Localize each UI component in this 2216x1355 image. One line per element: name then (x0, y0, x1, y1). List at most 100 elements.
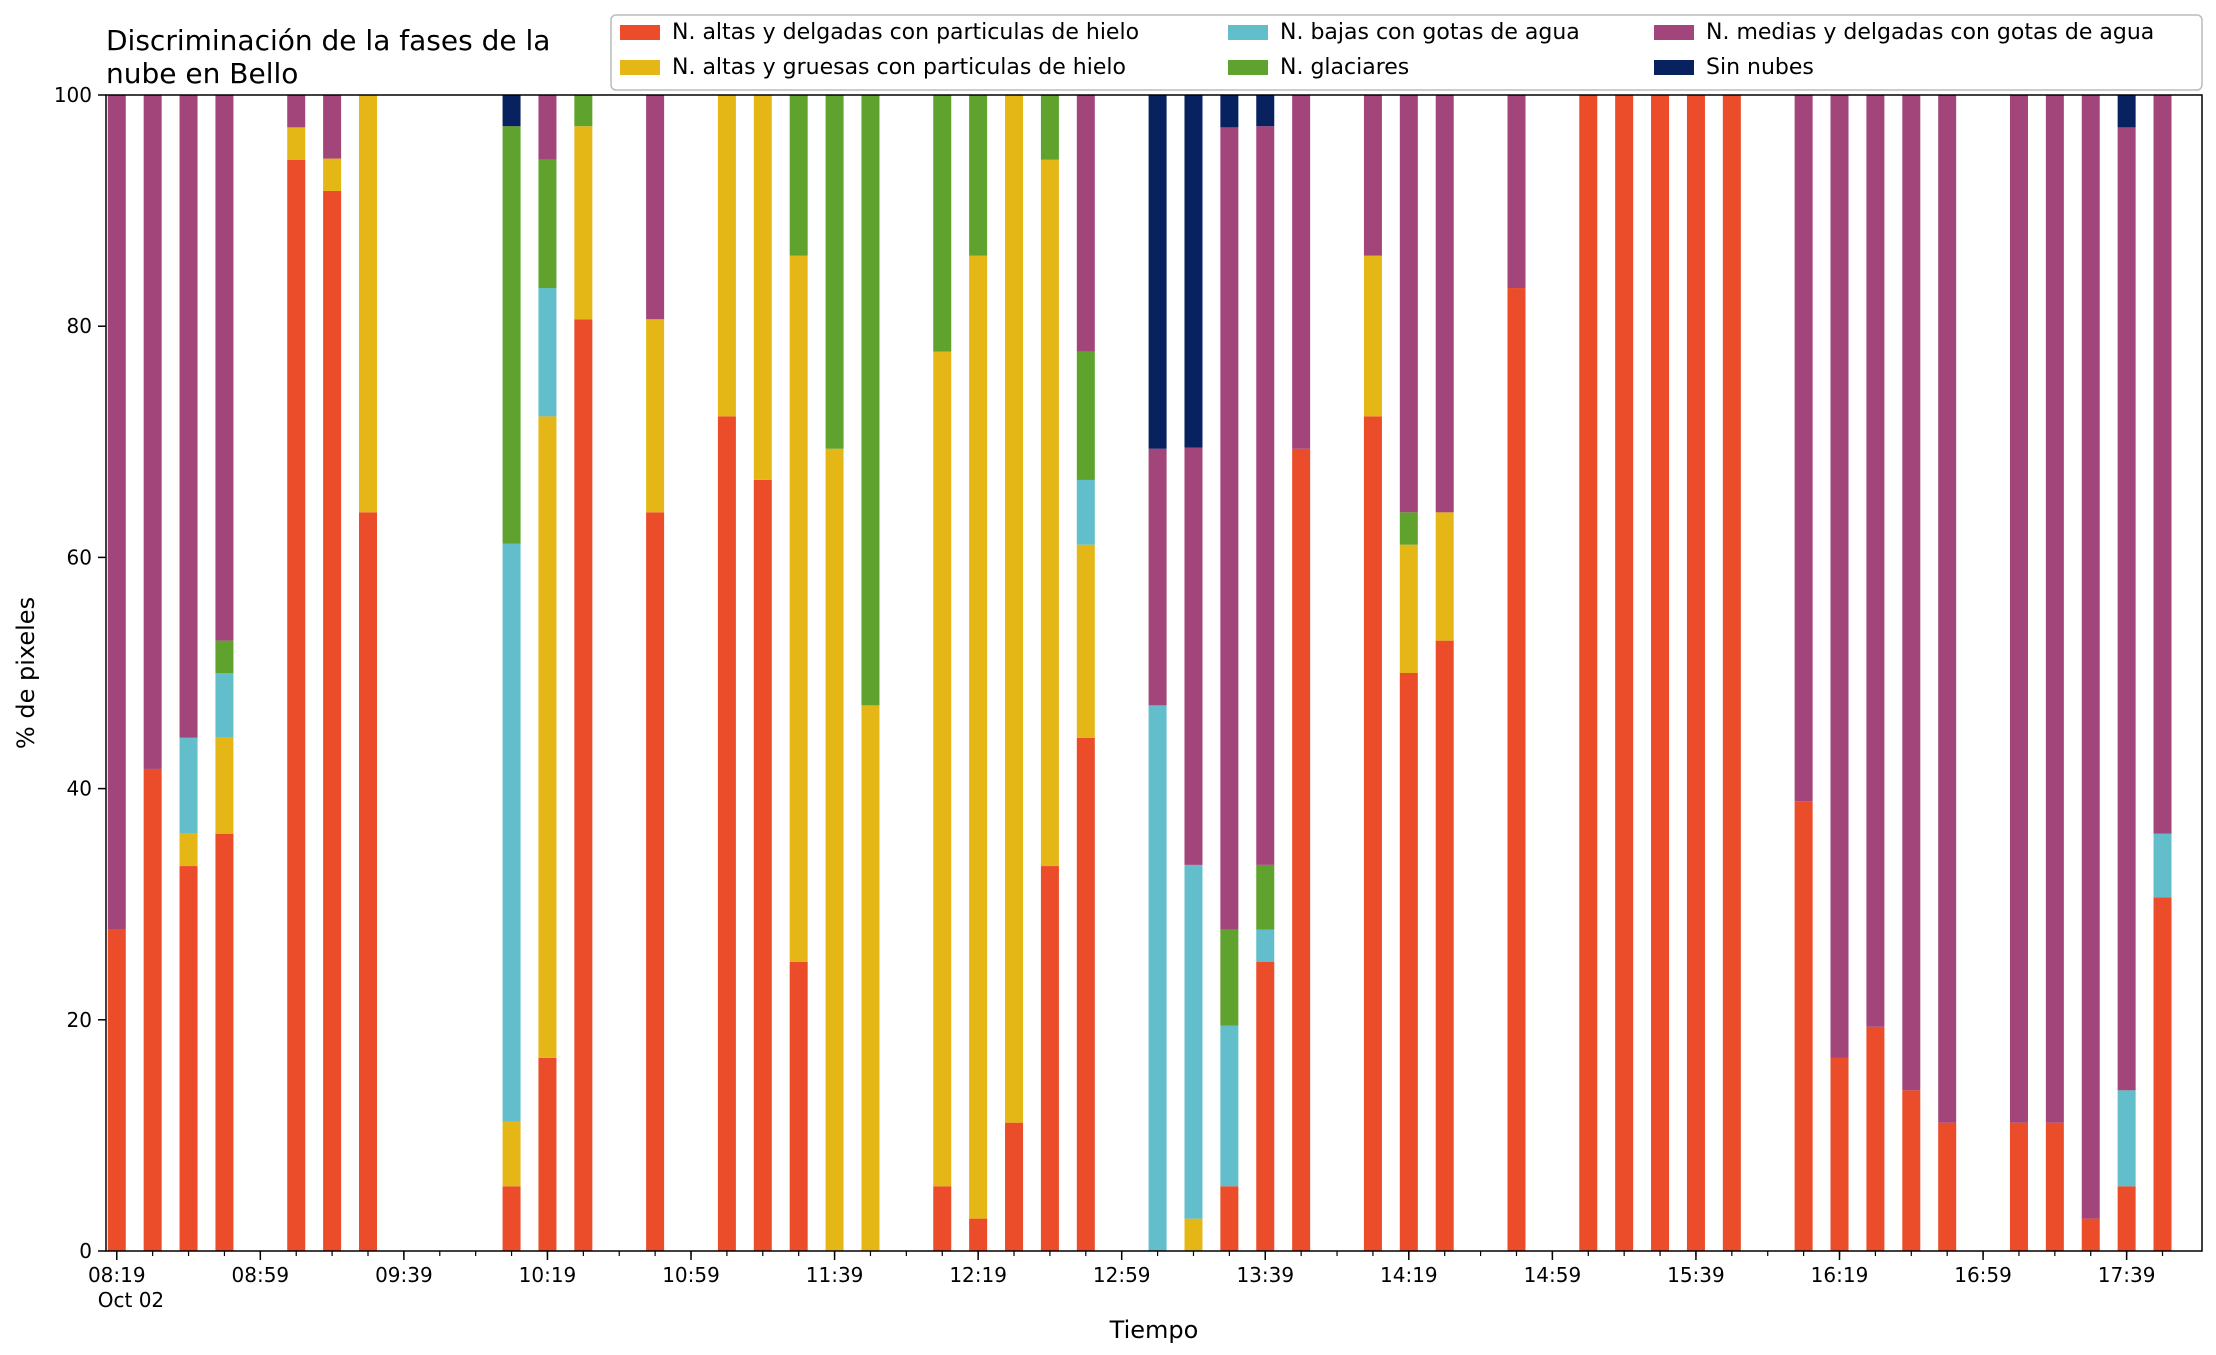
bar-segment (2153, 95, 2172, 834)
bar-segment (1076, 95, 1095, 352)
bar-segment (215, 95, 234, 641)
bar-segment (1256, 929, 1275, 962)
bar-segment (1579, 95, 1598, 1251)
bar-segment (1220, 1186, 1239, 1251)
bar-segment (1040, 95, 1059, 160)
bar-segment (1184, 864, 1203, 1219)
legend-label: N. bajas con gotas de agua (1280, 20, 1580, 45)
bar-segment (359, 95, 377, 513)
bar-segment (179, 833, 198, 867)
legend-label: N. altas y gruesas con particulas de hie… (672, 55, 1126, 80)
bar-segment (143, 95, 162, 769)
bar-segment (1040, 866, 1059, 1251)
bar-segment (789, 255, 808, 962)
y-tick-label: 20 (67, 1008, 92, 1032)
bar-segment (1399, 95, 1418, 513)
bar-segment (1040, 159, 1059, 867)
x-tick-label: 16:19 (1811, 1263, 1869, 1287)
bar-segment (215, 833, 234, 1251)
bar-segment (2117, 1090, 2136, 1187)
bar-segment (1794, 95, 1813, 802)
bar-segment (1363, 95, 1382, 256)
x-tick-label: 14:59 (1524, 1263, 1582, 1287)
bar-segment (1076, 351, 1095, 480)
chart-title-line-2: nube en Bello (106, 57, 298, 90)
bar-segment (1794, 801, 1813, 1251)
x-tick-label: 11:39 (806, 1263, 864, 1287)
bar-segment (1507, 288, 1526, 1251)
y-axis-label: % de pixeles (12, 597, 40, 749)
x-tick-label: 10:19 (519, 1263, 577, 1287)
bar-segment (502, 1186, 521, 1251)
x-axis-label: Tiempo (1109, 1316, 1199, 1344)
bar-segment (1148, 705, 1167, 1251)
x-date-label: Oct 02 (98, 1288, 164, 1312)
legend-swatch (1654, 25, 1694, 40)
bar-segment (287, 127, 306, 160)
bar-segment (1292, 95, 1311, 449)
bar-segment (933, 351, 952, 1187)
bar-segment (2045, 95, 2064, 1123)
x-tick-label: 09:39 (375, 1263, 433, 1287)
bar-segment (2081, 1218, 2100, 1251)
x-tick-label: 15:39 (1667, 1263, 1725, 1287)
bar-segment (1507, 95, 1526, 289)
bar-segment (1830, 95, 1849, 1058)
bar-segment (574, 319, 593, 1251)
bar-segment (1399, 544, 1418, 673)
bar-segment (1148, 448, 1167, 706)
x-tick-label: 08:59 (232, 1263, 290, 1287)
bar-segment (1256, 95, 1275, 127)
bar-segment (1363, 255, 1382, 417)
bar-segment (107, 95, 126, 930)
bar-segment (1220, 127, 1239, 930)
legend: N. altas y delgadas con particulas de hi… (610, 14, 2203, 91)
bar-segment (1005, 1122, 1024, 1251)
y-axis: 0 20 40 60 80 100 (54, 83, 106, 1263)
bar-segment (969, 95, 988, 256)
bar-segment (861, 95, 880, 706)
bar-segment (215, 673, 234, 738)
legend-swatch (1228, 25, 1268, 40)
bar-segment (969, 255, 988, 1219)
bar-segment (215, 640, 234, 673)
bar-segment (2153, 833, 2172, 898)
bar-segment (1184, 95, 1203, 448)
y-tick-label: 0 (79, 1239, 92, 1263)
bar-segment (2153, 897, 2172, 1251)
bar-segment (502, 126, 521, 544)
bar-segment (323, 95, 342, 159)
legend-label: N. medias y delgadas con gotas de agua (1706, 20, 2154, 45)
x-tick-label: 13:39 (1236, 1263, 1294, 1287)
bar-segment (323, 158, 342, 191)
x-tick-label: 17:39 (2098, 1263, 2156, 1287)
bar-segment (1902, 95, 1921, 1091)
bar-segment (969, 1218, 988, 1251)
bar-segment (1256, 126, 1275, 865)
bar-segment (1722, 95, 1741, 1251)
plot-frame (105, 94, 2203, 1252)
legend-swatch (620, 25, 660, 40)
bar-segment (323, 190, 342, 1252)
bar-segment (2117, 1186, 2136, 1251)
bars-group (107, 95, 2172, 1252)
bar-segment (574, 126, 593, 320)
bar-segment (1866, 1026, 1885, 1251)
legend-label: Sin nubes (1706, 55, 1814, 80)
bar-segment (287, 159, 306, 1252)
bar-segment (1076, 737, 1095, 1251)
bar-segment (1184, 447, 1203, 865)
x-tick-label: 16:59 (1954, 1263, 2012, 1287)
bar-segment (717, 416, 736, 1251)
bar-segment (1830, 1057, 1849, 1251)
bar-segment (646, 319, 665, 513)
bar-segment (825, 448, 844, 1251)
bar-segment (789, 95, 808, 256)
bar-segment (1686, 95, 1705, 1251)
bar-segment (215, 737, 234, 834)
bar-segment (933, 1186, 952, 1251)
bar-segment (574, 95, 593, 127)
bar-segment (107, 929, 126, 1251)
